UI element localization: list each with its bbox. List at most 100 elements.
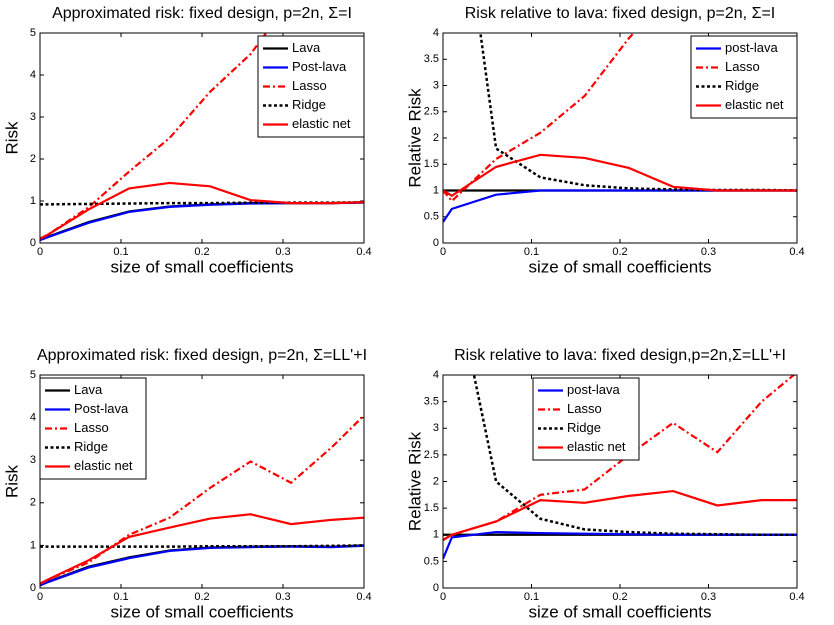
y-axis-label: Risk	[2, 464, 21, 498]
axes-frame	[39, 32, 365, 244]
y-tick-label: 2	[433, 132, 439, 144]
series-line	[443, 489, 797, 542]
y-tick-label: 0	[30, 582, 36, 594]
y-axis-label: Relative Risk	[405, 88, 424, 188]
x-tick-label: 0.4	[789, 246, 804, 258]
x-axis-label: size of small coefficients	[529, 602, 712, 621]
y-tick-label: 5	[30, 369, 36, 381]
y-tick-label: 0	[433, 582, 439, 594]
chart-title: Risk relative to lava: fixed design,p=2n…	[454, 347, 786, 364]
y-tick-label: 1	[30, 195, 36, 207]
series-line	[443, 33, 636, 203]
y-tick-label: 2	[433, 475, 439, 487]
y-tick-label: 1	[433, 184, 439, 196]
legend-label: Ridge	[725, 78, 759, 93]
y-axis-label: Risk	[2, 121, 21, 155]
y-tick-label: 1.5	[424, 158, 439, 170]
y-tick-label: 4	[30, 69, 36, 81]
legend-label: Lasso	[567, 401, 602, 416]
y-tick-label: 0	[30, 237, 36, 249]
y-tick-label: 4	[30, 412, 36, 424]
legend-label: Lasso	[725, 59, 760, 74]
x-tick-label: 0	[37, 591, 43, 603]
y-tick-label: 0.5	[424, 211, 439, 223]
series-line	[443, 153, 797, 198]
y-tick-label: 4	[433, 27, 439, 39]
x-axis-label: size of small coefficients	[111, 602, 294, 621]
x-tick-label: 0.3	[701, 246, 716, 258]
plot-lines	[443, 33, 797, 223]
legend-label: elastic net	[74, 458, 133, 473]
series-line	[40, 544, 364, 548]
x-tick-label: 0.2	[194, 591, 209, 603]
x-tick-label: 0.4	[789, 591, 804, 603]
x-tick-label: 0	[440, 246, 446, 258]
y-axis-label: Relative Risk	[405, 431, 424, 531]
series-line	[40, 513, 364, 585]
legend-label: elastic net	[567, 439, 626, 454]
y-tick-label: 3	[433, 422, 439, 434]
legend-label: Lasso	[74, 420, 109, 435]
axes-frame	[39, 374, 365, 589]
legend-label: Ridge	[74, 439, 108, 454]
x-tick-label: 0.1	[113, 591, 128, 603]
x-tick-label: 0	[440, 591, 446, 603]
y-tick-label: 5	[30, 27, 36, 39]
y-tick-label: 3	[30, 454, 36, 466]
y-tick-label: 1	[433, 529, 439, 541]
axes-frame	[442, 32, 798, 244]
legend-label: Lasso	[292, 78, 327, 93]
x-tick-label: 0.3	[275, 246, 290, 258]
legend-label: post-lava	[725, 40, 779, 55]
subplot: Approximated risk: fixed design, p=2n, Σ…	[2, 5, 371, 276]
subplot: Risk relative to lava: fixed design, p=2…	[405, 5, 804, 276]
y-tick-label: 0	[433, 237, 439, 249]
y-tick-label: 0.5	[424, 555, 439, 567]
subplot: Risk relative to lava: fixed design,p=2n…	[405, 347, 804, 621]
x-tick-label: 0.1	[524, 246, 539, 258]
legend-label: Post-lava	[74, 401, 129, 416]
x-tick-label: 0.4	[356, 591, 371, 603]
y-tick-label: 3.5	[424, 53, 439, 65]
legend-label: post-lava	[567, 382, 621, 397]
x-tick-label: 0.2	[612, 591, 627, 603]
y-tick-label: 1.5	[424, 502, 439, 514]
chart-title: Risk relative to lava: fixed design, p=2…	[465, 5, 776, 22]
legend-label: Ridge	[292, 97, 326, 112]
x-tick-label: 0.2	[194, 246, 209, 258]
legend-label: Lava	[74, 382, 103, 397]
legend-box	[532, 377, 640, 461]
y-tick-label: 3	[30, 111, 36, 123]
axes-frame	[442, 374, 798, 589]
x-tick-label: 0.3	[701, 591, 716, 603]
subplot: Approximated risk: fixed design, p=2n, Σ…	[2, 347, 371, 621]
x-tick-label: 0.1	[524, 591, 539, 603]
x-axis-label: size of small coefficients	[529, 257, 712, 276]
y-tick-label: 2	[30, 497, 36, 509]
plot-lines	[40, 33, 364, 242]
plot-lines	[40, 414, 364, 587]
y-tick-label: 2	[30, 153, 36, 165]
chart-title: Approximated risk: fixed design, p=2n, Σ…	[37, 347, 367, 364]
x-tick-label: 0	[37, 246, 43, 258]
y-tick-label: 3.5	[424, 396, 439, 408]
legend-label: Post-lava	[292, 59, 347, 74]
legend-box	[257, 35, 365, 138]
legend-box	[39, 377, 147, 480]
y-tick-label: 3	[433, 79, 439, 91]
legend-box	[690, 35, 798, 119]
series-line	[472, 375, 797, 536]
chart-title: Approximated risk: fixed design, p=2n, Σ…	[52, 5, 352, 22]
y-tick-label: 2.5	[424, 106, 439, 118]
x-tick-label: 0.3	[275, 591, 290, 603]
y-tick-label: 2.5	[424, 449, 439, 461]
series-line	[443, 530, 797, 560]
x-axis-label: size of small coefficients	[111, 257, 294, 276]
plot-lines	[443, 375, 797, 560]
legend-label: elastic net	[725, 97, 784, 112]
y-tick-label: 4	[433, 369, 439, 381]
x-tick-label: 0.2	[612, 246, 627, 258]
x-tick-label: 0.1	[113, 246, 128, 258]
series-line	[40, 181, 364, 240]
